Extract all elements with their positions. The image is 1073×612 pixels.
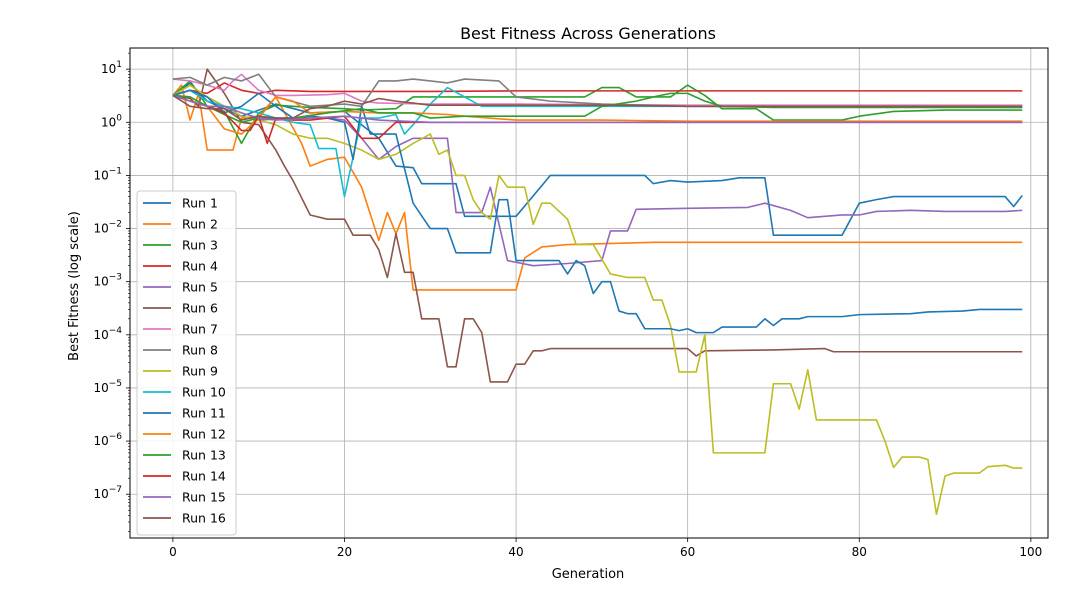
series-layer <box>172 68 1023 516</box>
y-axis-ticks: 10−7 10−6 10−5 10−4 10−3 10−2 10−1 100 101 <box>93 52 130 532</box>
legend-entry: Run 14 <box>182 469 226 484</box>
y-tick-label: 100 <box>101 113 122 129</box>
series-line <box>172 80 1023 145</box>
y-tick-label: 10−1 <box>93 166 122 182</box>
legend-entry: Run 12 <box>182 427 226 442</box>
chart-title: Best Fitness Across Generations <box>460 24 716 43</box>
legend-entry: Run 13 <box>182 448 226 463</box>
y-tick-label: 10−7 <box>93 485 122 501</box>
legend-box <box>136 190 237 536</box>
y-tick-label: 101 <box>101 60 122 76</box>
legend: Run 1 Run 2 Run 3 Run 4 Run 5 Run 6 Run 7 Run 8… <box>136 190 237 536</box>
legend-entry: Run 1 <box>182 196 218 211</box>
series-line <box>172 94 1023 121</box>
legend-entry: Run 5 <box>182 280 218 295</box>
series-line <box>172 82 1023 97</box>
plot-frame <box>129 47 1049 539</box>
legend-entry: Run 7 <box>182 322 218 337</box>
y-tick-label: 10−5 <box>93 379 122 395</box>
x-tick-label: 80 <box>852 545 867 559</box>
x-axis-label: Generation <box>552 567 625 582</box>
legend-entry: Run 8 <box>182 343 218 358</box>
x-axis-ticks: 0 20 40 60 80 100 <box>169 538 1042 559</box>
x-tick-label: 20 <box>337 545 352 559</box>
legend-entry: Run 9 <box>182 364 218 379</box>
legend-entry: Run 4 <box>182 259 218 274</box>
series-line <box>172 68 1023 383</box>
legend-entry: Run 16 <box>182 511 226 526</box>
series-line <box>172 84 1023 291</box>
y-tick-label: 10−2 <box>93 220 122 236</box>
x-tick-label: 40 <box>508 545 523 559</box>
series-line <box>172 73 1023 106</box>
y-tick-label: 10−6 <box>93 432 122 448</box>
x-tick-label: 0 <box>169 545 177 559</box>
series-line <box>172 73 1023 108</box>
legend-entry: Run 3 <box>182 238 218 253</box>
y-tick-label: 10−3 <box>93 273 122 289</box>
legend-entry: Run 11 <box>182 406 226 421</box>
series-line <box>172 94 1023 124</box>
legend-entry: Run 15 <box>182 490 226 505</box>
series-line <box>172 84 1023 516</box>
legend-entry: Run 2 <box>182 217 218 232</box>
legend-entry: Run 6 <box>182 301 218 316</box>
y-tick-label: 10−4 <box>93 326 122 342</box>
x-tick-label: 60 <box>680 545 695 559</box>
series-line <box>172 92 1023 124</box>
y-axis-label: Best Fitness (log scale) <box>67 211 82 361</box>
legend-entry: Run 10 <box>182 385 226 400</box>
x-tick-label: 100 <box>1019 545 1042 559</box>
